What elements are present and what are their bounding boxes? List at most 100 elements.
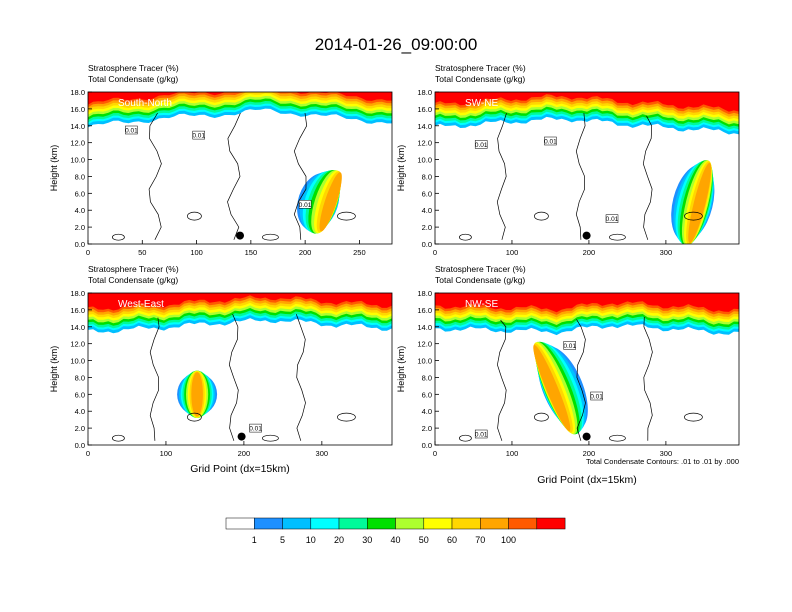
y-tick-label: 8.0	[422, 373, 432, 382]
plot-frame	[87, 292, 393, 446]
x-tick-label: 0	[433, 449, 437, 458]
y-tick-label: 8.0	[75, 172, 85, 181]
contour-line	[187, 412, 202, 422]
colorbar-label: 100	[501, 535, 516, 545]
axes: 0 50 100 150 200 250 0.0 2.0 4.0 6.0 8.0 10.0 12.0 14…	[70, 88, 365, 257]
colorbar-swatch	[282, 517, 312, 530]
panel-title-condensate: Total Condensate (g/kg)	[435, 74, 525, 84]
contour-label-text: 0.01	[590, 394, 603, 401]
x-tick-label: 0	[433, 248, 437, 257]
condensate-contours	[459, 316, 703, 442]
y-tick-label: 2.0	[422, 223, 432, 232]
contour-line	[576, 319, 586, 441]
x-axis-label: Grid Point (dx=15km)	[537, 474, 637, 486]
colorbar-swatch	[225, 517, 255, 530]
y-tick-label: 6.0	[75, 189, 85, 198]
axes: 0 100 200 300 0.0 2.0 4.0 6.0 8.0 10.0 12.0 14.0 16.…	[417, 88, 672, 257]
contour-line	[148, 112, 162, 240]
colorbar-label: 30	[362, 535, 372, 545]
y-tick-label: 10.0	[417, 156, 432, 165]
contour-label: 0.01	[544, 136, 557, 146]
contour-label-text: 0.01	[475, 142, 488, 149]
panel-south-north: Stratosphere Tracer (%) Total Condensate…	[49, 63, 393, 257]
contour-label: 0.01	[606, 214, 619, 223]
x-tick-label: 100	[190, 248, 203, 257]
contour-line	[228, 313, 239, 441]
colorbar-swatch	[536, 517, 566, 530]
colorbar-swatch	[508, 517, 538, 530]
panel-title-tracer: Stratosphere Tracer (%)	[88, 264, 179, 274]
y-tick-label: 12.0	[417, 139, 432, 148]
y-tick-label: 14.0	[417, 122, 432, 131]
panel-label: NW-SE	[465, 299, 498, 310]
y-tick-label: 4.0	[422, 206, 432, 215]
contour-line	[459, 434, 472, 442]
y-tick-label: 10.0	[70, 357, 85, 366]
colorbar-label: 20	[334, 535, 344, 545]
contour-line	[643, 316, 653, 441]
contour-label: 0.01	[563, 341, 576, 350]
contour-line	[112, 233, 125, 241]
x-tick-label: 200	[583, 248, 596, 257]
contour-label: 0.01	[249, 423, 262, 433]
panel-label: SW-NE	[465, 98, 498, 109]
y-tick-label: 10.0	[417, 357, 432, 366]
y-axis-label: Height (km)	[396, 346, 406, 393]
y-tick-label: 12.0	[70, 139, 85, 148]
x-tick-label: 100	[506, 248, 519, 257]
colorbar: 1 5 10 20 30 40 50 60 70 100	[225, 517, 566, 545]
contour-label-text: 0.01	[125, 128, 138, 135]
contour-label: 0.01	[590, 391, 603, 401]
y-tick-label: 2.0	[422, 424, 432, 433]
tracer-band	[88, 92, 392, 108]
colorbar-label: 40	[390, 535, 400, 545]
x-tick-label: 200	[583, 449, 596, 458]
contour-line	[262, 434, 279, 442]
intrusion-shade	[319, 172, 342, 232]
panel-title-condensate: Total Condensate (g/kg)	[435, 275, 525, 285]
location-marker	[237, 432, 246, 441]
y-tick-label: 4.0	[75, 206, 85, 215]
contour-line	[497, 319, 507, 441]
contour-line	[642, 115, 653, 240]
intrusion-shade	[191, 372, 203, 417]
colorbar-label: 50	[419, 535, 429, 545]
tracer-field: 0.01 0.01 0.01 SW-NE	[435, 92, 739, 244]
condensate-contours	[459, 112, 703, 241]
colorbar-swatch	[310, 517, 340, 530]
y-tick-label: 14.0	[70, 323, 85, 332]
y-tick-label: 16.0	[70, 105, 85, 114]
axes: 0 100 200 300 0.0 2.0 4.0 6.0 8.0 10.0 12.0 14.0 16.…	[417, 289, 672, 458]
y-tick-label: 0.0	[422, 441, 432, 450]
tracer-field: 0.01 West-East	[88, 293, 392, 442]
contour-label: 0.01	[192, 130, 205, 140]
y-tick-label: 12.0	[70, 340, 85, 349]
contour-line	[337, 211, 356, 221]
contour-label-text: 0.01	[475, 432, 488, 439]
y-tick-label: 18.0	[70, 289, 85, 298]
tracer-band	[88, 92, 392, 105]
contour-label-text: 0.01	[192, 133, 205, 140]
contour-line	[337, 412, 356, 422]
colorbar-label: 60	[447, 535, 457, 545]
tracer-band	[435, 92, 739, 112]
colorbar-label: 10	[306, 535, 316, 545]
panel-nw-se: Stratosphere Tracer (%) Total Condensate…	[396, 264, 740, 458]
intrusion-shade	[688, 162, 712, 244]
y-tick-label: 8.0	[75, 373, 85, 382]
contour-line	[149, 317, 160, 441]
location-marker	[582, 432, 591, 441]
intrusion-shade	[533, 344, 571, 432]
contour-line	[293, 113, 308, 240]
x-tick-label: 200	[238, 449, 251, 458]
colorbar-swatch	[423, 517, 453, 530]
condensate-contours	[112, 313, 356, 442]
y-tick-label: 6.0	[422, 390, 432, 399]
colorbar-label: 1	[252, 535, 257, 545]
colorbar-swatch	[451, 517, 481, 530]
colorbar-swatch	[480, 517, 509, 530]
contour-line	[496, 112, 507, 240]
contour-line	[459, 233, 472, 241]
figure-title: 2014-01-26_09:00:00	[315, 35, 478, 54]
y-tick-label: 14.0	[70, 122, 85, 131]
